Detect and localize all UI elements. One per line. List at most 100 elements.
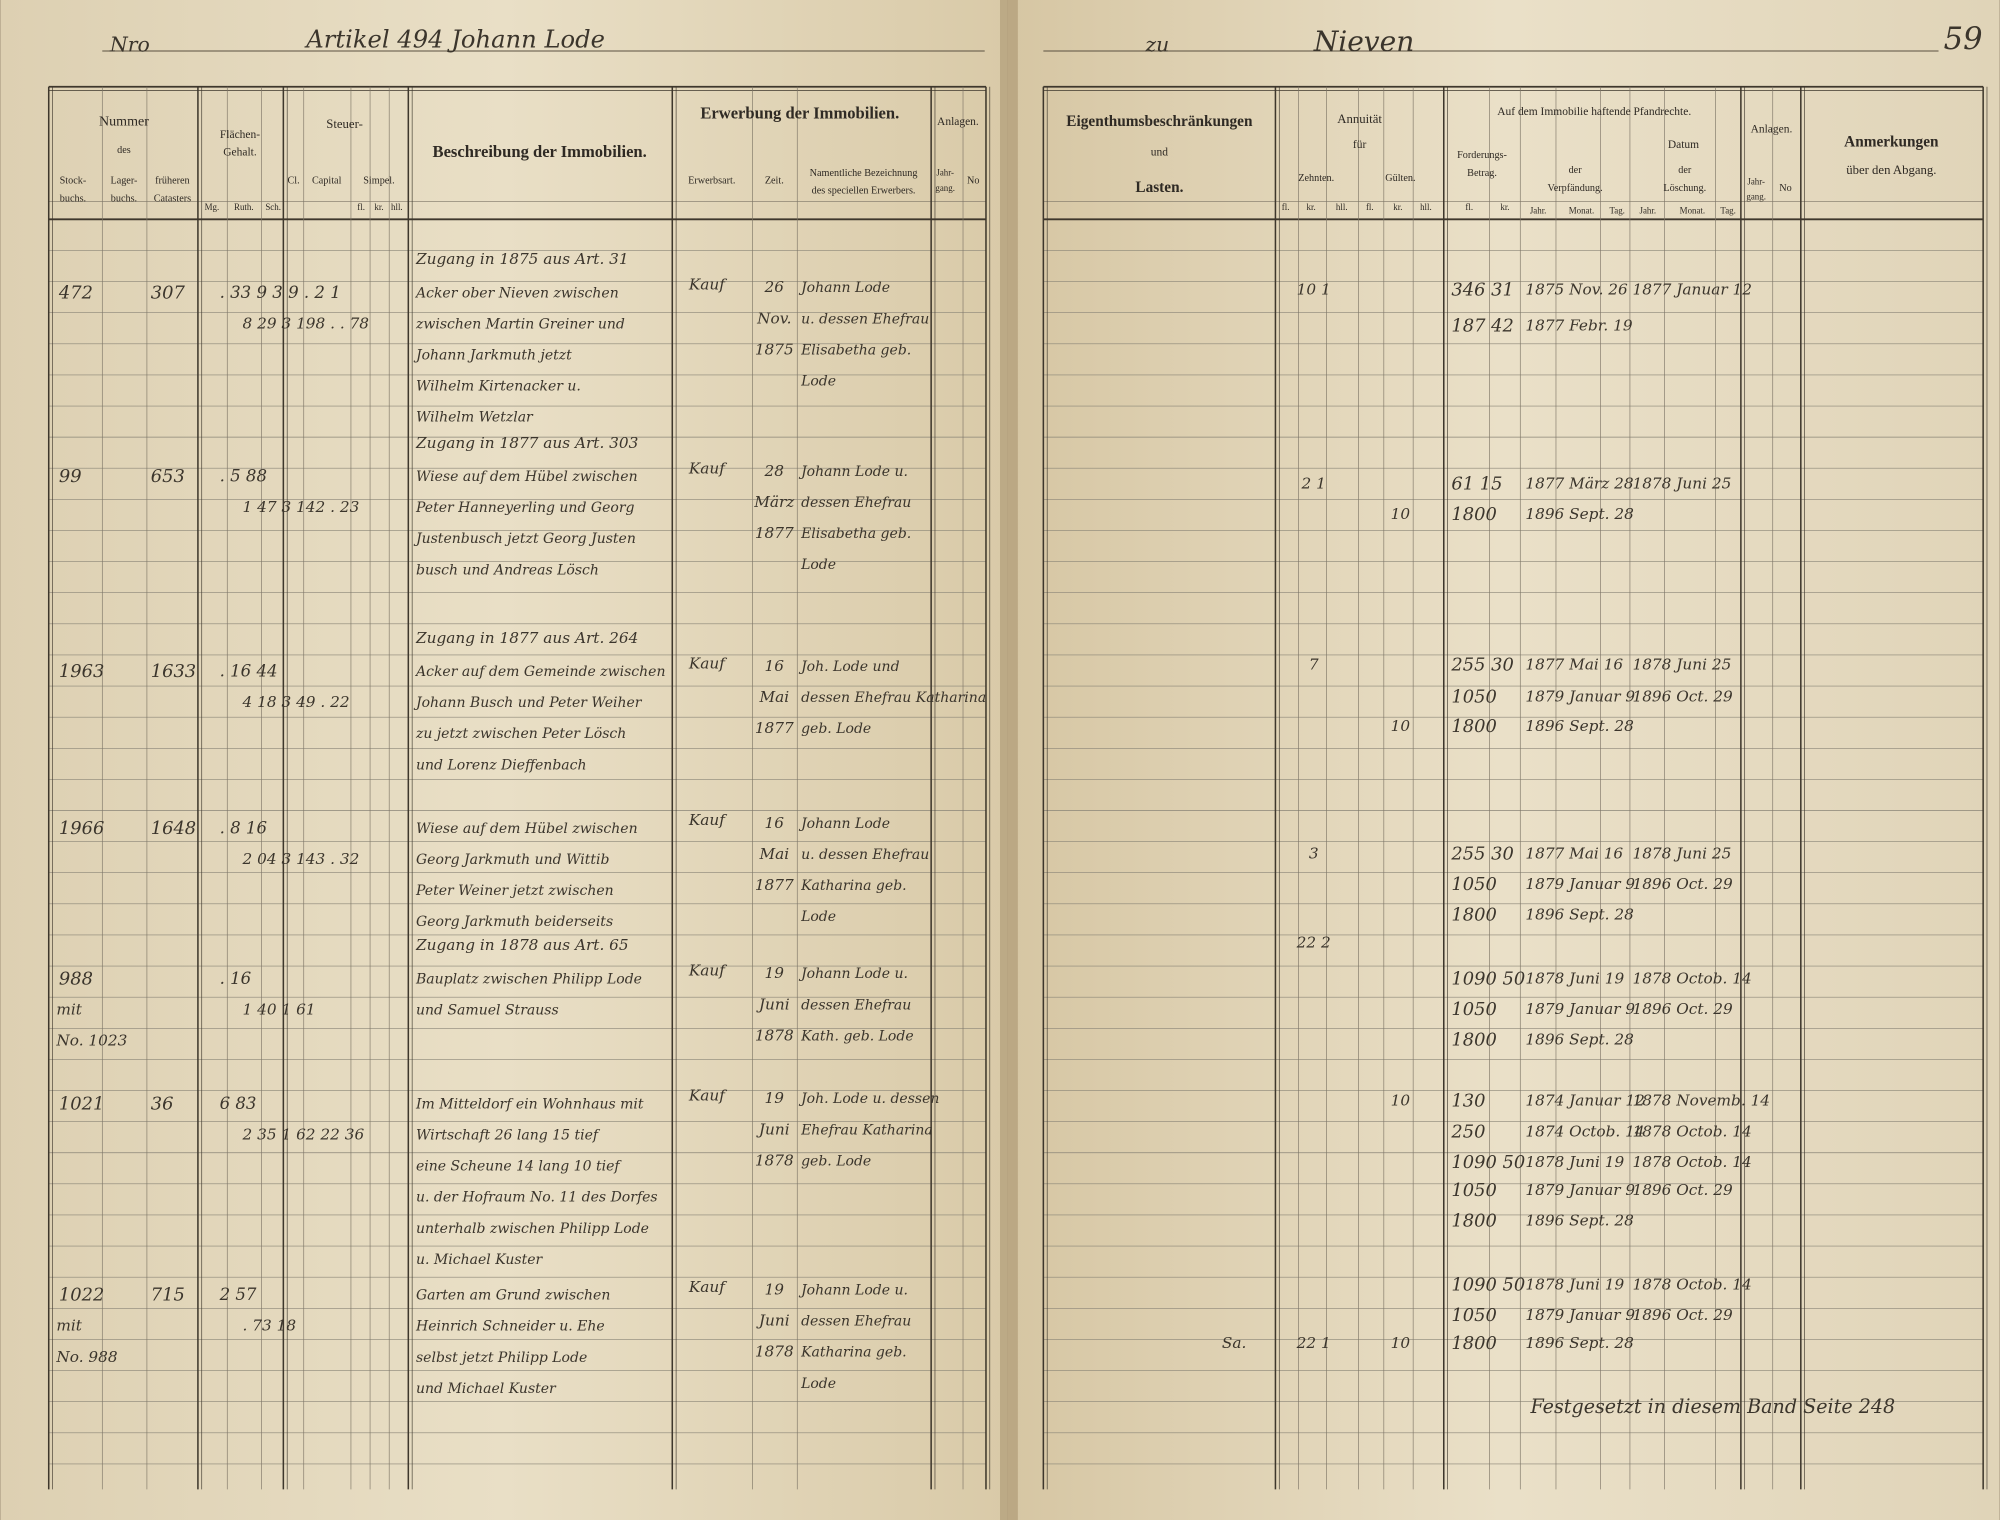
area-tax: . 73 18 bbox=[243, 1317, 297, 1335]
column-header: Mg. bbox=[205, 202, 220, 212]
lien-verpf: 1874 Octob. 14 bbox=[1525, 1122, 1644, 1140]
side-note: No. 988 bbox=[55, 1348, 118, 1366]
lien-zehnten: 22 2 bbox=[1296, 934, 1331, 952]
lien-verpf: 1878 Juni 19 bbox=[1525, 1275, 1624, 1293]
footer-note: Festgesetzt in diesem Band Seite 248 bbox=[1529, 1395, 1895, 1418]
lien-verpf: 1896 Sept. 28 bbox=[1525, 906, 1634, 924]
column-header: Jahr- bbox=[1747, 176, 1765, 186]
area-tax: 2 35 1 62 22 36 bbox=[242, 1125, 365, 1143]
column-header: kr. bbox=[1393, 202, 1402, 212]
acquisition-type: Kauf bbox=[688, 1278, 727, 1296]
description-line: und Lorenz Dieffenbach bbox=[416, 757, 587, 773]
description-line: Georg Jarkmuth beiderseits bbox=[416, 914, 613, 930]
area-tax: 4 18 3 49 . 22 bbox=[242, 693, 350, 711]
column-header: No bbox=[967, 175, 979, 186]
area-tax: . 8 16 bbox=[220, 818, 267, 837]
lien-betrag: 130 bbox=[1451, 1091, 1485, 1112]
description-line: Acker auf dem Gemeinde zwischen bbox=[414, 664, 666, 680]
column-header: kr. bbox=[374, 202, 383, 212]
column-header: buchs. bbox=[111, 193, 137, 204]
column-header: Catasters bbox=[154, 193, 191, 204]
stock-number: 472 bbox=[58, 282, 93, 303]
acquirer-line: Kath. geb. Lode bbox=[800, 1028, 914, 1044]
lien-betrag: 1050 bbox=[1451, 999, 1496, 1020]
lien-losch: 1896 Oct. 29 bbox=[1632, 875, 1733, 893]
column-header: Jahr. bbox=[1639, 206, 1656, 216]
acquirer-line: dessen Ehefrau Katharina bbox=[801, 690, 986, 706]
lien-losch: 1896 Oct. 29 bbox=[1632, 688, 1733, 706]
lien-betrag: 1800 bbox=[1451, 905, 1496, 926]
column-header: fl. bbox=[1366, 202, 1374, 212]
description-line: Peter Hanneyerling und Georg bbox=[415, 500, 635, 516]
lien-betrag: 61 15 bbox=[1451, 474, 1502, 495]
lien-losch: 1896 Oct. 29 bbox=[1632, 1306, 1733, 1324]
column-header: Ruth. bbox=[234, 202, 254, 212]
lien-verpf: 1877 Mai 16 bbox=[1525, 656, 1623, 674]
acquisition-note: Zugang in 1875 aus Art. 31 bbox=[415, 250, 629, 268]
stock-number: 1022 bbox=[59, 1285, 104, 1306]
lien-verpf: 1879 Januar 9 bbox=[1525, 688, 1635, 706]
lien-betrag: 1800 bbox=[1451, 716, 1496, 737]
lien-losch: 1878 Juni 25 bbox=[1632, 656, 1731, 674]
acquirer-line: Elisabetha geb. bbox=[800, 526, 911, 542]
area-tax: . 33 9 3 9 . 2 1 bbox=[220, 283, 341, 302]
column-header: fl. bbox=[357, 202, 365, 212]
acquirer-line: u. dessen Ehefrau bbox=[801, 311, 929, 327]
acquisition-type: Kauf bbox=[688, 459, 727, 477]
side-note: mit bbox=[56, 1317, 82, 1335]
column-header: gang. bbox=[935, 183, 955, 193]
acquisition-date: 1877 bbox=[755, 876, 794, 894]
lien-betrag: 1800 bbox=[1451, 1030, 1496, 1051]
column-header: Tag. bbox=[1609, 206, 1624, 216]
lien-losch: 1878 Juni 25 bbox=[1632, 475, 1731, 493]
acquirer-line: dessen Ehefrau bbox=[801, 1314, 911, 1330]
column-header: Auf dem Immobilie haftende Pfandrechte. bbox=[1497, 106, 1691, 118]
description-line: busch und Andreas Lösch bbox=[416, 562, 599, 578]
lien-losch: 1877 Januar 12 bbox=[1632, 281, 1752, 299]
lager-number: 653 bbox=[151, 466, 185, 487]
stock-number: 99 bbox=[59, 466, 82, 487]
acquisition-date: 1877 bbox=[755, 719, 794, 737]
column-header: gang. bbox=[1746, 192, 1766, 202]
lien-betrag: 346 31 bbox=[1451, 280, 1513, 301]
column-header: Löschung. bbox=[1663, 183, 1706, 194]
column-header: und bbox=[1151, 147, 1168, 159]
column-header: Monat. bbox=[1569, 206, 1594, 216]
column-header: Anlagen. bbox=[1751, 124, 1793, 136]
description-line: selbst jetzt Philipp Lode bbox=[416, 1350, 587, 1366]
column-header: Simpel. bbox=[363, 175, 394, 186]
description-line: eine Scheune 14 lang 10 tief bbox=[416, 1159, 622, 1175]
column-header: Zeit. bbox=[765, 175, 784, 186]
column-header: fl. bbox=[1282, 202, 1290, 212]
column-header: Verpfändung. bbox=[1548, 183, 1603, 194]
lien-verpf: 1896 Sept. 28 bbox=[1525, 1334, 1634, 1352]
description-line: u. Michael Kuster bbox=[416, 1252, 544, 1268]
column-header: Erwerbsart. bbox=[688, 175, 735, 186]
acquirer-line: Johann Lode u. bbox=[798, 1282, 908, 1298]
acquirer-line: dessen Ehefrau bbox=[801, 495, 911, 511]
place-name: Nieven bbox=[1313, 25, 1415, 58]
description-line: zwischen Martin Greiner und bbox=[415, 316, 625, 332]
side-note: No. 1023 bbox=[55, 1032, 127, 1050]
lien-verpf: 1879 Januar 9 bbox=[1525, 875, 1635, 893]
acquirer-line: Lode bbox=[800, 909, 836, 925]
description-line: Peter Weiner jetzt zwischen bbox=[415, 883, 614, 899]
acquirer-line: Ehefrau Katharina bbox=[800, 1122, 933, 1138]
lien-losch: 1878 Octob. 14 bbox=[1632, 1122, 1751, 1140]
column-header: früheren bbox=[155, 175, 190, 186]
column-header: Gehalt. bbox=[223, 147, 257, 159]
column-header: Steuer- bbox=[326, 117, 363, 131]
acquirer-line: Lode bbox=[800, 374, 836, 390]
description-line: Heinrich Schneider u. Ehe bbox=[415, 1319, 605, 1335]
acquisition-type: Kauf bbox=[688, 962, 727, 980]
acquisition-date: 16 bbox=[765, 657, 785, 675]
acquisition-date: 1877 bbox=[755, 524, 794, 542]
column-header: Beschreibung der Immobilien. bbox=[433, 142, 647, 161]
column-header: Nummer bbox=[99, 115, 149, 130]
column-header: Annuität bbox=[1337, 112, 1382, 126]
lien-verpf: 1879 Januar 9 bbox=[1525, 1306, 1635, 1324]
description-line: u. der Hofraum No. 11 des Dorfes bbox=[416, 1190, 658, 1206]
right-page bbox=[1007, 0, 2000, 1520]
